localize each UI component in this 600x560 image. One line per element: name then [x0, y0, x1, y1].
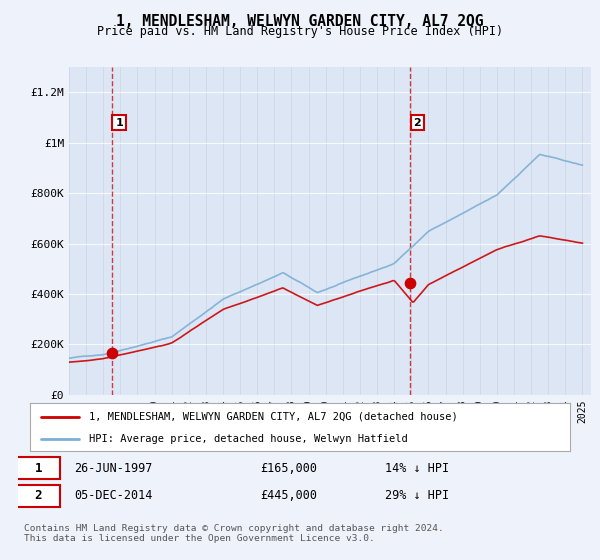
- Text: 1: 1: [115, 118, 123, 128]
- FancyBboxPatch shape: [15, 485, 60, 507]
- FancyBboxPatch shape: [15, 457, 60, 479]
- Text: 1, MENDLESHAM, WELWYN GARDEN CITY, AL7 2QG: 1, MENDLESHAM, WELWYN GARDEN CITY, AL7 2…: [116, 14, 484, 29]
- Text: Price paid vs. HM Land Registry's House Price Index (HPI): Price paid vs. HM Land Registry's House …: [97, 25, 503, 38]
- Text: HPI: Average price, detached house, Welwyn Hatfield: HPI: Average price, detached house, Welw…: [89, 434, 408, 444]
- Text: £165,000: £165,000: [260, 462, 317, 475]
- Text: £445,000: £445,000: [260, 489, 317, 502]
- Text: 2: 2: [35, 489, 42, 502]
- Text: 29% ↓ HPI: 29% ↓ HPI: [385, 489, 449, 502]
- Text: 1, MENDLESHAM, WELWYN GARDEN CITY, AL7 2QG (detached house): 1, MENDLESHAM, WELWYN GARDEN CITY, AL7 2…: [89, 412, 458, 422]
- Text: 26-JUN-1997: 26-JUN-1997: [74, 462, 153, 475]
- Text: 05-DEC-2014: 05-DEC-2014: [74, 489, 153, 502]
- Text: 14% ↓ HPI: 14% ↓ HPI: [385, 462, 449, 475]
- Point: [107, 349, 116, 358]
- Text: Contains HM Land Registry data © Crown copyright and database right 2024.
This d: Contains HM Land Registry data © Crown c…: [24, 524, 444, 543]
- Text: 2: 2: [413, 118, 421, 128]
- Text: 1: 1: [35, 462, 42, 475]
- Point: [405, 278, 415, 287]
